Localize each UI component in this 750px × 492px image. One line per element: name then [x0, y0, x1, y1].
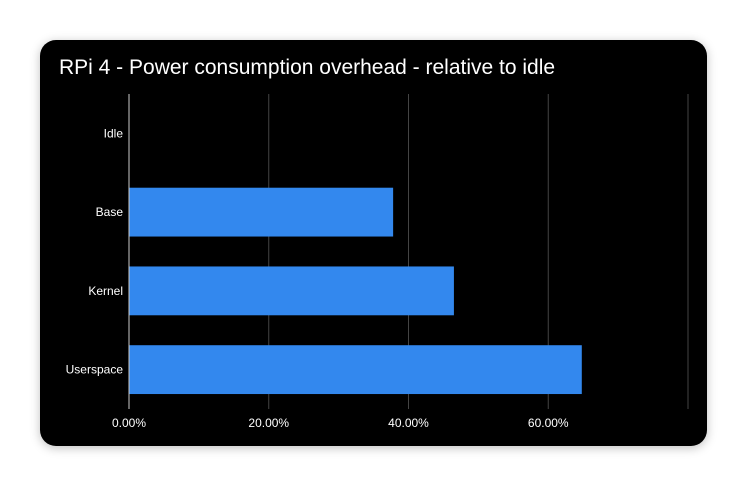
- bar-userspace: [129, 345, 582, 395]
- y-tick-label: Idle: [104, 126, 124, 140]
- bar-base: [129, 187, 394, 237]
- bar-kernel: [129, 266, 454, 316]
- x-tick-label: 20.00%: [248, 416, 289, 430]
- bar-chart: Idle Base Kernel Userspace 0.00% 20.00% 40.00%…: [66, 94, 689, 430]
- chart-title: RPi 4 - Power consumption overhead - rel…: [59, 56, 556, 79]
- x-tick-label: 60.00%: [528, 416, 569, 430]
- chart-card: RPi 4 - Power consumption overhead - rel…: [40, 40, 707, 446]
- y-tick-label: Base: [96, 205, 124, 219]
- y-tick-label: Kernel: [88, 284, 123, 298]
- y-tick-label: Userspace: [66, 363, 124, 377]
- x-tick-label: 40.00%: [388, 416, 429, 430]
- x-tick-label: 0.00%: [112, 416, 146, 430]
